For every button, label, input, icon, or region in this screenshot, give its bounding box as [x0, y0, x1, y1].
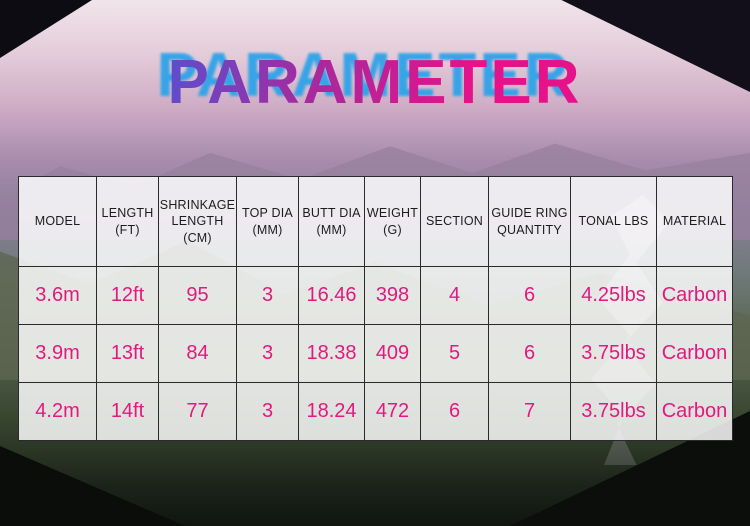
cell-length: 14ft: [96, 382, 159, 441]
cell-tonal-lbs: 4.25lbs: [570, 266, 657, 325]
cell-top-dia: 3: [236, 266, 299, 325]
page-title: PARAMETER PARAMETER: [0, 45, 750, 117]
cell-shrinkage-length: 84: [158, 324, 237, 383]
cell-weight: 398: [364, 266, 421, 325]
cell-model: 4.2m: [18, 382, 97, 441]
col-header-guide-ring-quantity: GUIDE RING QUANTITY: [488, 176, 571, 267]
cell-guide-ring-quantity: 6: [488, 324, 571, 383]
cell-model: 3.6m: [18, 266, 97, 325]
col-header-weight: WEIGHT (G): [364, 176, 421, 267]
table-row: 3.6m 12ft 95 3 16.46 398 4 6 4.25lbs Car…: [18, 266, 733, 325]
col-header-model: MODEL: [18, 176, 97, 267]
table-row: 4.2m 14ft 77 3 18.24 472 6 7 3.75lbs Car…: [18, 382, 733, 441]
parameter-table: MODEL LENGTH (FT) SHRINKAGE LENGTH (CM) …: [18, 176, 733, 441]
cell-guide-ring-quantity: 7: [488, 382, 571, 441]
table-row: 3.9m 13ft 84 3 18.38 409 5 6 3.75lbs Car…: [18, 324, 733, 383]
photo-corner-top-left: [0, 0, 92, 58]
cell-guide-ring-quantity: 6: [488, 266, 571, 325]
cell-weight: 472: [364, 382, 421, 441]
cell-top-dia: 3: [236, 324, 299, 383]
col-header-section: SECTION: [420, 176, 489, 267]
cell-tonal-lbs: 3.75lbs: [570, 324, 657, 383]
cell-section: 4: [420, 266, 489, 325]
cell-butt-dia: 16.46: [298, 266, 365, 325]
cell-weight: 409: [364, 324, 421, 383]
cell-shrinkage-length: 77: [158, 382, 237, 441]
cell-section: 6: [420, 382, 489, 441]
cell-model: 3.9m: [18, 324, 97, 383]
cell-butt-dia: 18.24: [298, 382, 365, 441]
photo-corner-bottom-left: [0, 446, 185, 526]
col-header-material: MATERIAL: [656, 176, 733, 267]
cell-material: Carbon: [656, 382, 733, 441]
cell-material: Carbon: [656, 324, 733, 383]
title-shadow-text: PARAMETER: [156, 45, 571, 107]
cell-length: 13ft: [96, 324, 159, 383]
header-row: MODEL LENGTH (FT) SHRINKAGE LENGTH (CM) …: [18, 176, 733, 267]
col-header-top-dia: TOP DIA (MM): [236, 176, 299, 267]
cell-material: Carbon: [656, 266, 733, 325]
title-text: PARAMETER: [167, 48, 583, 117]
cell-butt-dia: 18.38: [298, 324, 365, 383]
col-header-shrinkage-length: SHRINKAGE LENGTH (CM): [158, 176, 237, 267]
col-header-tonal-lbs: TONAL LBS: [570, 176, 657, 267]
cell-shrinkage-length: 95: [158, 266, 237, 325]
cell-length: 12ft: [96, 266, 159, 325]
cell-section: 5: [420, 324, 489, 383]
cell-tonal-lbs: 3.75lbs: [570, 382, 657, 441]
col-header-butt-dia: BUTT DIA (MM): [298, 176, 365, 267]
cell-top-dia: 3: [236, 382, 299, 441]
col-header-length: LENGTH (FT): [96, 176, 159, 267]
